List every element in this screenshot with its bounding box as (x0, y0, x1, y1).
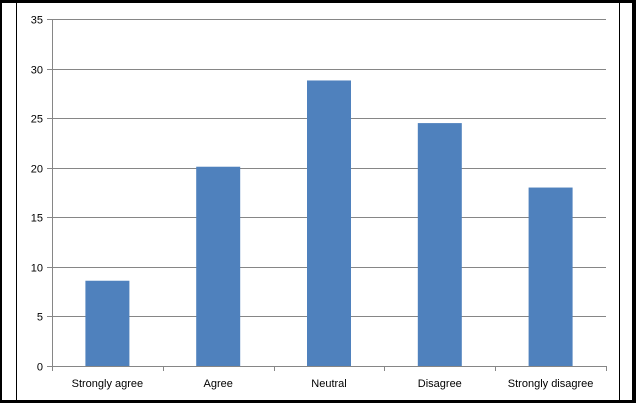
axes (47, 19, 607, 371)
x-tick-label: Strongly disagree (508, 378, 594, 390)
frame-left-border (0, 0, 2, 403)
y-tick-label: 15 (31, 213, 43, 225)
y-tick-label: 0 (37, 362, 43, 374)
frame-right-border (632, 0, 636, 403)
y-tick-label: 30 (31, 65, 43, 77)
bar-disagree (417, 123, 462, 366)
frame-top-border (0, 0, 636, 3)
x-tick-label: Agree (204, 378, 233, 390)
y-tick-label: 25 (31, 114, 43, 126)
bar-agree (196, 166, 241, 366)
y-tick-label: 10 (31, 263, 43, 275)
bar-strongly-disagree (528, 187, 573, 366)
x-tick-label: Disagree (418, 378, 462, 390)
bars (85, 80, 573, 367)
y-tick-label: 35 (31, 15, 43, 27)
x-tick-label: Neutral (311, 378, 346, 390)
chart-area-left-border (16, 3, 17, 400)
x-tick-label: Strongly agree (72, 378, 144, 390)
x-tick-labels: Strongly agree Agree Neutral Disagree Strong… (72, 378, 594, 390)
bar-neutral (307, 80, 351, 367)
chart-area-right-border (619, 3, 620, 400)
bar-strongly-agree (85, 280, 130, 366)
frame-bottom-border (0, 400, 636, 403)
y-tick-label: 5 (37, 312, 43, 324)
y-tick-label: 20 (31, 164, 43, 176)
y-tick-labels: 0 5 10 15 20 25 30 35 (31, 15, 43, 374)
